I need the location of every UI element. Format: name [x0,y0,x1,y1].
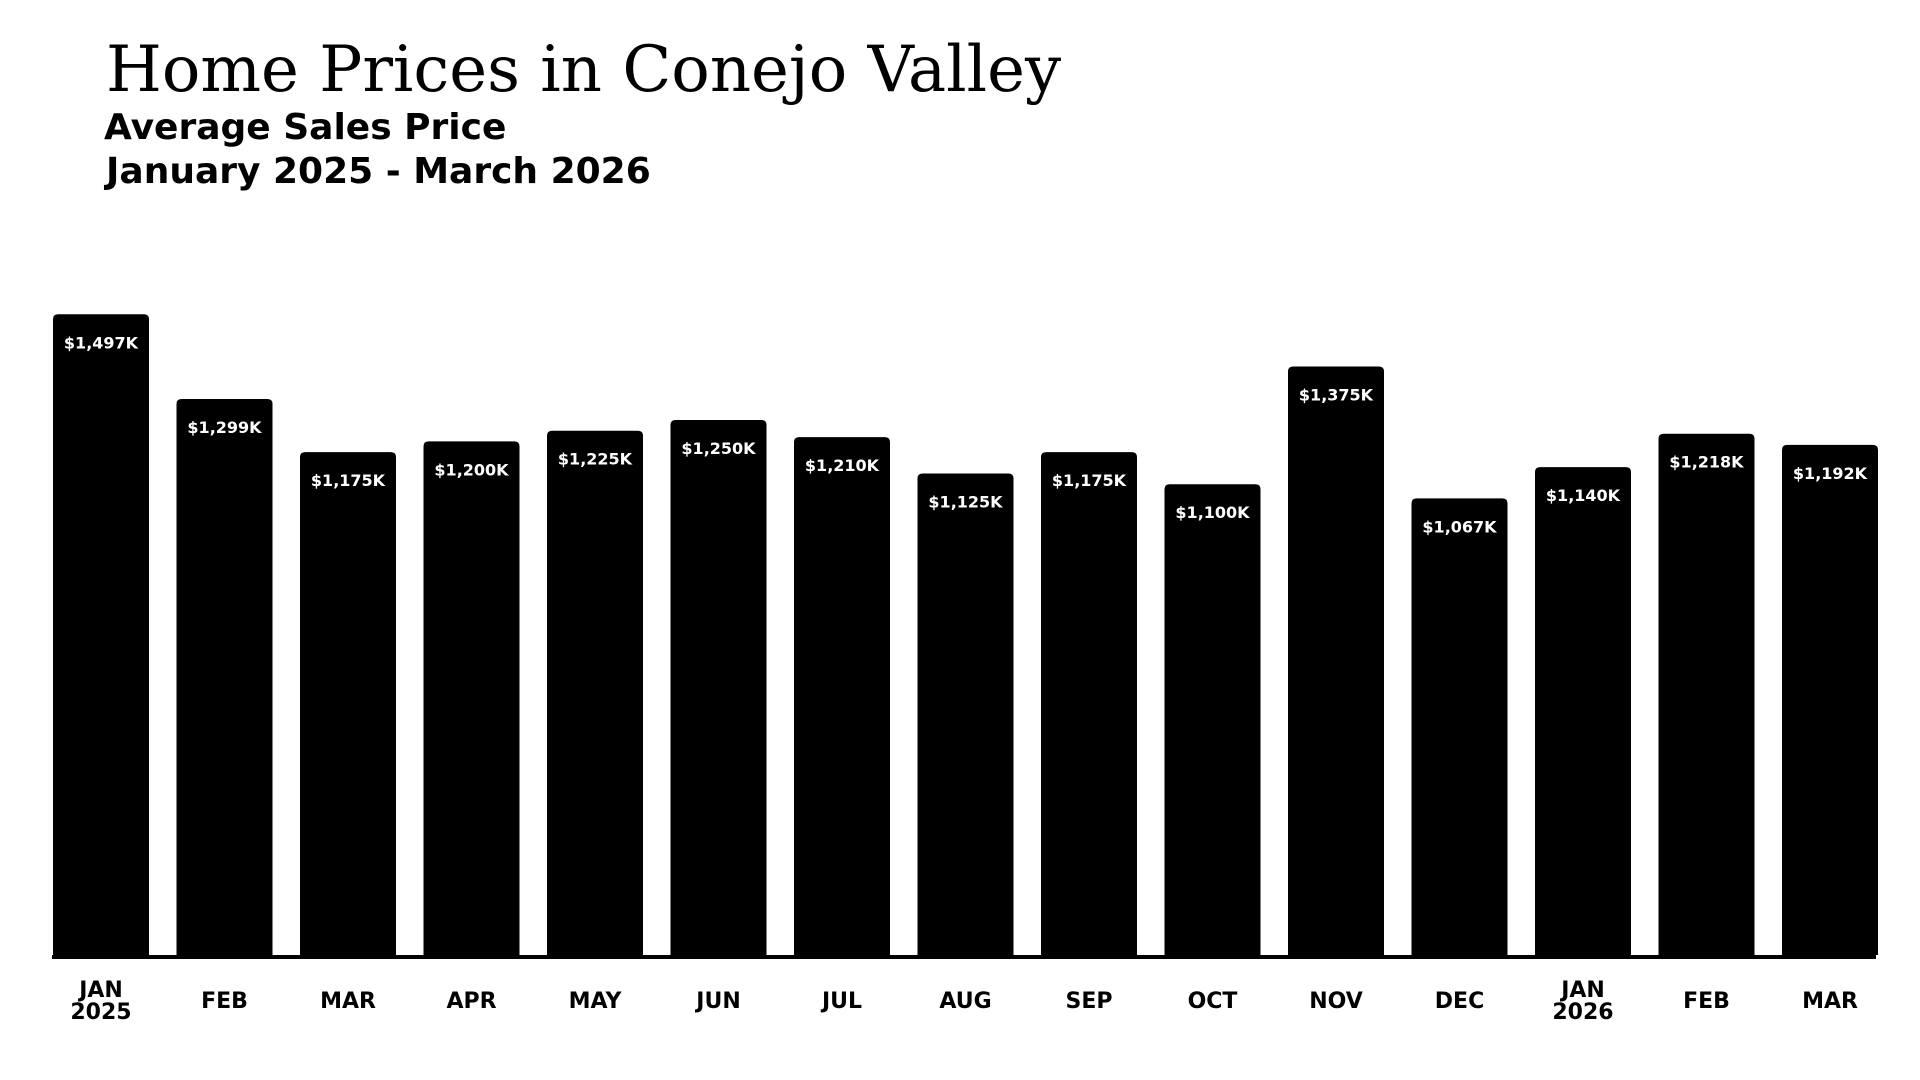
date-range: January 2025 - March 2026 [106,151,651,192]
x-tick-label: MAR [320,989,376,1014]
bar-6 [670,420,767,955]
bar-value-label: $1,067K [1422,517,1497,536]
x-tick-label-line: DEC [1435,989,1484,1014]
x-tick-label-line: MAR [1802,989,1858,1014]
x-tick-label-line: JAN [77,978,123,1003]
bar-12 [1411,498,1508,955]
bar-11 [1288,366,1384,955]
x-tick-label-line: MAR [320,989,376,1014]
bar-4 [423,441,520,955]
chart-subtitle: Average Sales Price [104,107,507,148]
bar-1 [53,314,149,955]
x-tick-label: OCT [1188,989,1238,1014]
bar-value-label: $1,140K [1546,486,1621,505]
x-tick-label-line: 2026 [1552,1000,1613,1025]
x-tick-label-line: FEB [1683,989,1730,1014]
x-tick-label: JUN [694,989,740,1014]
bar-value-label: $1,175K [1052,471,1127,490]
x-tick-label-line: JUN [694,989,740,1014]
bar-value-label: $1,299K [187,418,262,437]
x-tick-label: JUL [820,989,862,1014]
x-tick-label-line: FEB [201,989,248,1014]
bar-value-label: $1,100K [1175,503,1250,522]
bar-13 [1535,467,1631,955]
bar-9 [1041,452,1137,955]
x-tick-label-line: OCT [1188,989,1238,1014]
bar-value-label: $1,125K [928,493,1003,512]
x-tick-label: FEB [201,989,248,1014]
x-tick-label: DEC [1435,989,1484,1014]
chart-title: Home Prices in Conejo Valley [106,33,1062,107]
x-tick-label-line: MAY [569,989,623,1014]
x-tick-label: MAY [569,989,623,1014]
x-tick-label-line: NOV [1309,989,1363,1014]
bars-group: $1,497K $1,299K $1,175K $1,200K $1,225K $1,25… [53,314,1878,955]
bar-14 [1658,433,1755,955]
x-tick-label: FEB [1683,989,1730,1014]
bar-value-label: $1,218K [1669,453,1744,472]
bar-value-label: $1,497K [64,333,139,352]
x-tick-label: JAN 2025 [70,978,131,1025]
x-tick-label-line: AUG [939,989,991,1014]
bar-8 [917,473,1014,955]
bar-value-label: $1,375K [1299,386,1374,405]
x-tick-label: SEP [1066,989,1113,1014]
x-tick-label: NOV [1309,989,1363,1014]
x-tick-label: APR [446,989,496,1014]
bar-3 [300,452,396,955]
bar-7 [794,437,890,955]
x-tick-label-line: APR [446,989,496,1014]
bar-value-label: $1,250K [681,439,756,458]
x-tick-label: AUG [939,989,991,1014]
chart-header: Home Prices in Conejo Valley Average Sal… [0,0,1920,220]
bar-value-label: $1,210K [805,456,880,475]
bar-value-label: $1,225K [558,450,633,469]
x-tick-label-line: JUL [820,989,862,1014]
x-tick-labels: JAN 2025 FEB MAR APR MAY JUN JUL AUG SEP OCT NOV DEC… [70,978,1858,1025]
x-tick-label-line: 2025 [70,1000,131,1025]
x-tick-label-line: JAN [1559,978,1605,1003]
bar-value-label: $1,175K [311,471,386,490]
bar-2 [176,399,273,955]
bar-15 [1782,444,1878,955]
x-tick-label-line: SEP [1066,989,1113,1014]
bar-value-label: $1,192K [1793,464,1868,483]
bar-value-label: $1,200K [434,460,509,479]
bar-5 [547,430,643,955]
x-tick-label: MAR [1802,989,1858,1014]
bar-10 [1164,484,1261,955]
x-tick-label: JAN 2026 [1552,978,1613,1025]
